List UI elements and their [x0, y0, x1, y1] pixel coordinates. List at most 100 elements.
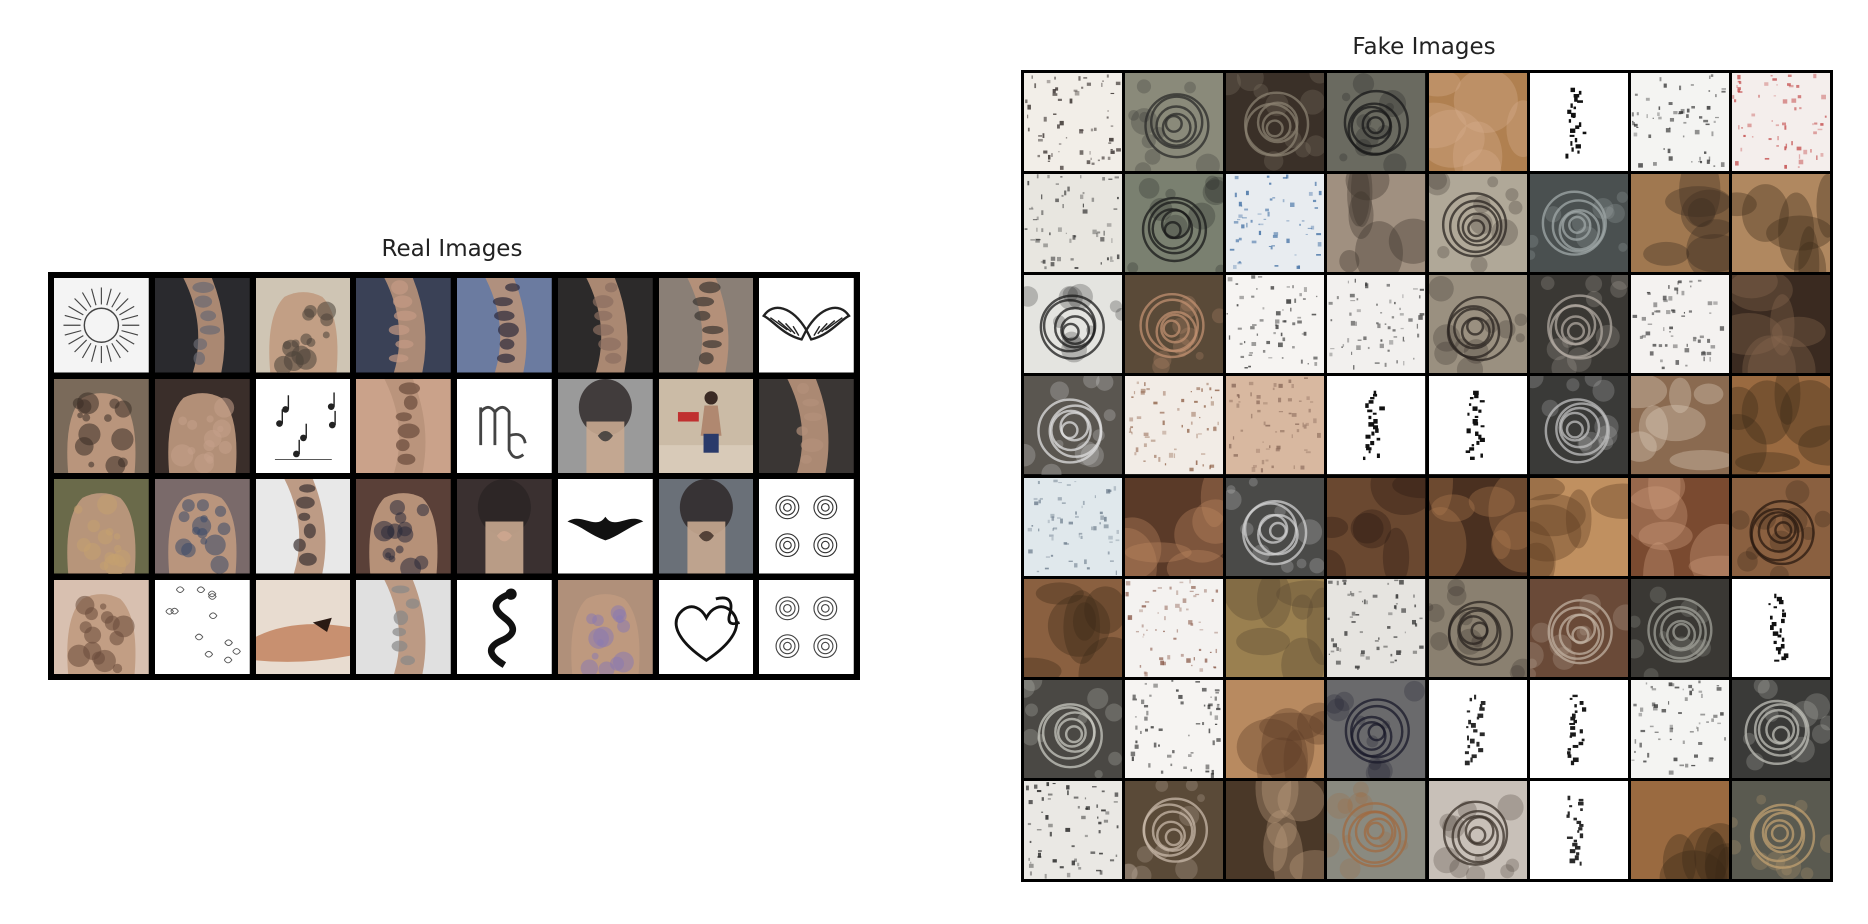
real-thumbnail	[154, 378, 250, 473]
fake-tile	[1731, 73, 1830, 172]
fake-tile	[1731, 174, 1830, 273]
fake-thumbnail	[1226, 376, 1325, 475]
real-thumbnail	[759, 479, 854, 574]
fake-tile	[1428, 679, 1527, 778]
real-tile	[759, 278, 854, 373]
fake-thumbnail	[1327, 578, 1426, 677]
fake-tile	[1226, 275, 1325, 374]
fake-tile	[1327, 376, 1426, 475]
fake-tile	[1630, 578, 1729, 677]
fake-tile	[1529, 578, 1628, 677]
fake-thumbnail	[1630, 679, 1729, 778]
real-thumbnail	[356, 579, 451, 674]
fake-thumbnail	[1125, 780, 1224, 879]
fake-tile	[1529, 780, 1628, 879]
fake-tile	[1529, 275, 1628, 374]
fake-thumbnail	[1024, 73, 1123, 172]
real-tile	[255, 378, 351, 473]
real-tile	[457, 278, 552, 373]
real-tile	[255, 479, 351, 574]
fake-thumbnail	[1327, 275, 1426, 374]
fake-thumbnail	[1125, 73, 1224, 172]
fake-thumbnail	[1731, 174, 1830, 273]
real-thumbnail	[255, 579, 351, 674]
fake-thumbnail	[1327, 174, 1426, 273]
fake-tile	[1731, 376, 1830, 475]
fake-tile	[1024, 174, 1123, 273]
real-tile	[658, 278, 754, 373]
fake-tile	[1125, 679, 1224, 778]
fake-thumbnail	[1428, 780, 1527, 879]
real-tile	[658, 579, 754, 674]
fake-thumbnail	[1529, 73, 1628, 172]
fake-tile	[1125, 780, 1224, 879]
real-tile	[759, 479, 854, 574]
fake-thumbnail	[1327, 73, 1426, 172]
fake-tile	[1428, 780, 1527, 879]
fake-tile	[1630, 275, 1729, 374]
fake-tile	[1428, 578, 1527, 677]
fake-thumbnail	[1125, 174, 1224, 273]
real-thumbnail	[356, 278, 451, 373]
fake-tile	[1630, 679, 1729, 778]
fake-tile	[1125, 73, 1224, 172]
fake-thumbnail	[1630, 376, 1729, 475]
real-tile	[54, 579, 149, 674]
fake-thumbnail	[1428, 174, 1527, 273]
fake-images-title: Fake Images	[1352, 34, 1496, 60]
real-thumbnail	[557, 479, 653, 574]
real-thumbnail	[557, 378, 653, 473]
fake-tile	[1327, 275, 1426, 374]
fake-thumbnail	[1731, 477, 1830, 576]
fake-tile	[1024, 679, 1123, 778]
real-thumbnail	[557, 579, 653, 674]
fake-thumbnail	[1226, 174, 1325, 273]
fake-tile	[1630, 174, 1729, 273]
real-tile	[154, 378, 250, 473]
fake-tile	[1428, 376, 1527, 475]
fake-thumbnail	[1024, 780, 1123, 879]
real-thumbnail	[457, 479, 552, 574]
fake-thumbnail	[1731, 679, 1830, 778]
fake-thumbnail	[1529, 376, 1628, 475]
real-thumbnail	[759, 378, 854, 473]
fake-thumbnail	[1428, 376, 1527, 475]
fake-thumbnail	[1731, 376, 1830, 475]
fake-tile	[1428, 174, 1527, 273]
fake-thumbnail	[1731, 73, 1830, 172]
fake-thumbnail	[1630, 73, 1729, 172]
real-thumbnail	[457, 579, 552, 674]
fake-tile	[1125, 174, 1224, 273]
real-tile	[759, 579, 854, 674]
fake-thumbnail	[1024, 275, 1123, 374]
fake-thumbnail	[1024, 477, 1123, 576]
fake-tile	[1731, 275, 1830, 374]
fake-tile	[1428, 477, 1527, 576]
fake-tile	[1731, 477, 1830, 576]
real-tile	[658, 479, 754, 574]
real-thumbnail	[154, 579, 250, 674]
real-thumbnail	[154, 278, 250, 373]
real-tile	[457, 579, 552, 674]
fake-tile	[1226, 679, 1325, 778]
fake-thumbnail	[1630, 174, 1729, 273]
fake-tile	[1024, 780, 1123, 879]
fake-tile	[1731, 679, 1830, 778]
fake-thumbnail	[1125, 477, 1224, 576]
real-thumbnail	[54, 378, 149, 473]
fake-thumbnail	[1327, 679, 1426, 778]
real-tile	[557, 278, 653, 373]
real-tile	[356, 579, 451, 674]
fake-thumbnail	[1226, 73, 1325, 172]
fake-thumbnail	[1529, 578, 1628, 677]
fake-thumbnail	[1226, 477, 1325, 576]
fake-images-grid	[1021, 70, 1833, 882]
fake-thumbnail	[1630, 578, 1729, 677]
fake-tile	[1125, 275, 1224, 374]
fake-thumbnail	[1630, 477, 1729, 576]
fake-thumbnail	[1125, 578, 1224, 677]
fake-tile	[1125, 477, 1224, 576]
fake-tile	[1327, 477, 1426, 576]
fake-thumbnail	[1226, 578, 1325, 677]
fake-tile	[1529, 174, 1628, 273]
